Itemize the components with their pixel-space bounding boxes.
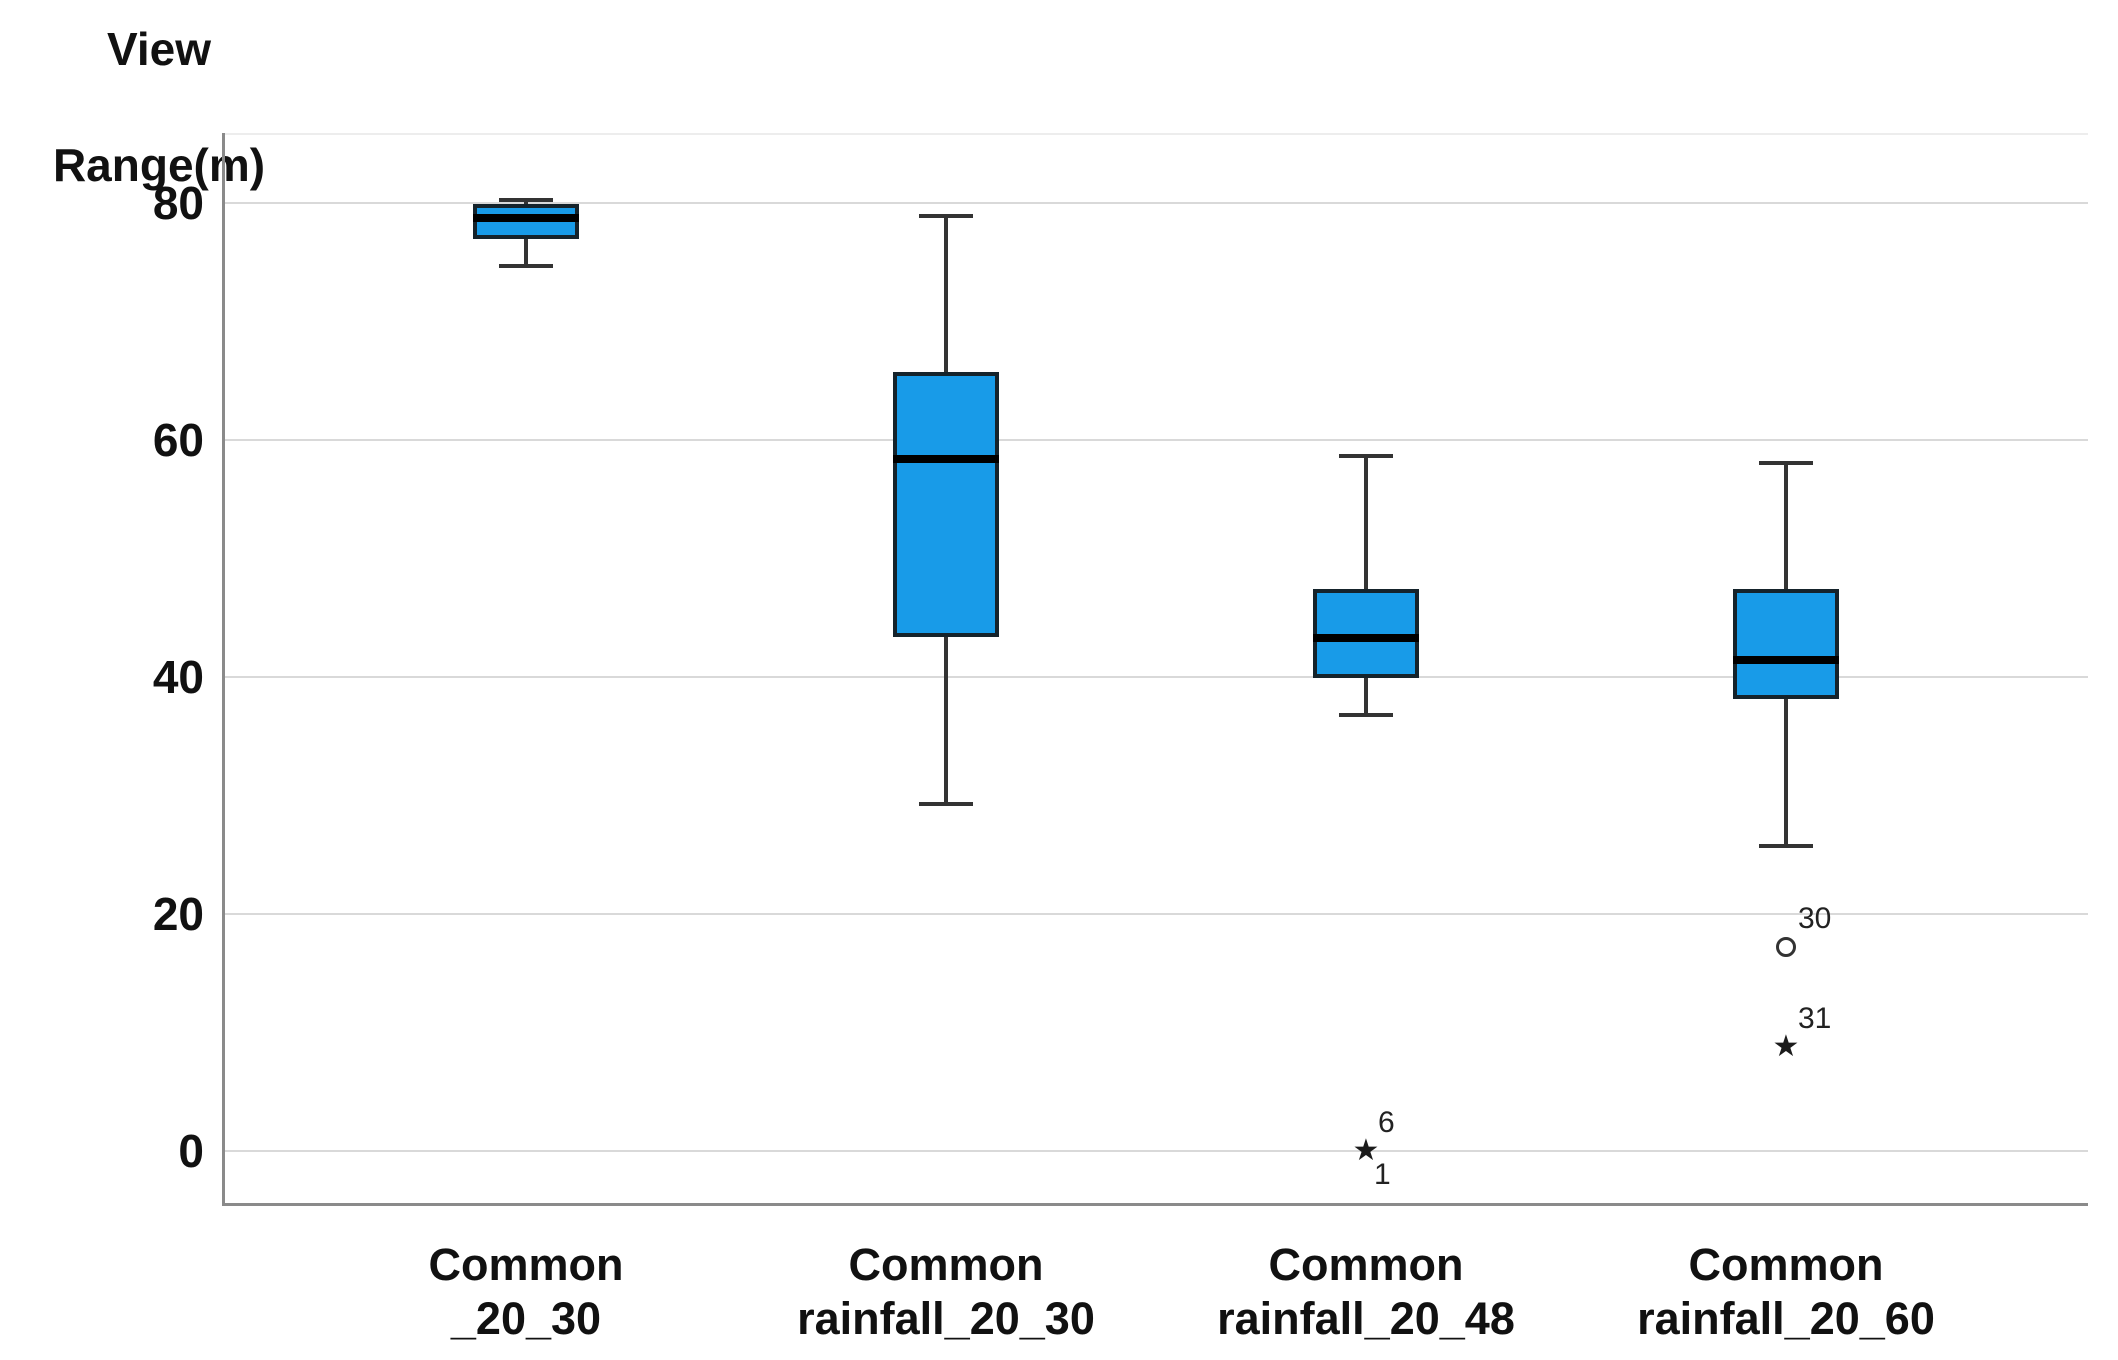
- y-tick-label: 20: [152, 887, 204, 940]
- outlier-case-label: 6: [1378, 1106, 1395, 1139]
- lower-whisker: [524, 239, 528, 266]
- median-line: [893, 454, 999, 463]
- upper-whisker: [944, 215, 948, 373]
- y-axis-title-line1: View: [107, 23, 211, 75]
- min-whisker-cap: [1759, 844, 1813, 849]
- max-whisker-cap: [499, 198, 553, 203]
- gridline-y60: [222, 438, 2088, 441]
- y-tick-label: 40: [152, 650, 204, 703]
- outlier-case-label: 1: [1374, 1158, 1391, 1191]
- upper-whisker: [1784, 463, 1788, 590]
- min-whisker-cap: [499, 263, 553, 268]
- y-tick-label: 0: [178, 1125, 204, 1177]
- outlier-star-marker: ★: [1772, 1029, 1800, 1063]
- outlier-case-label: 30: [1798, 902, 1832, 936]
- x-axis-line: [222, 1203, 2088, 1206]
- gridline-y0: [222, 1150, 2088, 1152]
- y-axis-title: View Range(m): [6, 20, 312, 194]
- lower-whisker: [944, 636, 948, 804]
- x-category-label: Common rainfall_20_60: [1637, 1239, 1935, 1344]
- iqr-box: [1313, 589, 1419, 678]
- iqr-box: [1733, 589, 1839, 700]
- y-tick-label: 80: [152, 176, 204, 229]
- y-axis-line: [222, 133, 225, 1203]
- gridline-y20: [222, 912, 2088, 915]
- x-category-label: Common _20_30: [428, 1239, 624, 1344]
- max-whisker-cap: [1339, 454, 1393, 459]
- y-axis-title-line2: Range(m): [52, 139, 266, 191]
- x-category-label: Common rainfall_20_48: [1217, 1239, 1515, 1344]
- y-tick-label: 60: [152, 413, 204, 466]
- outlier-circle-marker: [1776, 937, 1796, 958]
- outlier-case-label: 31: [1798, 1001, 1832, 1035]
- max-whisker-cap: [1759, 461, 1813, 466]
- median-line: [1733, 656, 1839, 665]
- max-whisker-cap: [919, 213, 973, 218]
- median-line: [473, 214, 579, 223]
- min-whisker-cap: [1339, 712, 1393, 717]
- outlier-star-marker: ★: [1352, 1134, 1380, 1167]
- iqr-box: [893, 372, 999, 637]
- plot-top-border: [222, 133, 2088, 135]
- min-whisker-cap: [919, 801, 973, 806]
- gridline-y40: [222, 675, 2088, 678]
- x-category-label: Common rainfall_20_30: [797, 1239, 1095, 1344]
- lower-whisker: [1364, 678, 1368, 715]
- gridline-y80: [222, 201, 2088, 204]
- upper-whisker: [1364, 456, 1368, 590]
- lower-whisker: [1784, 699, 1788, 847]
- median-line: [1313, 633, 1419, 642]
